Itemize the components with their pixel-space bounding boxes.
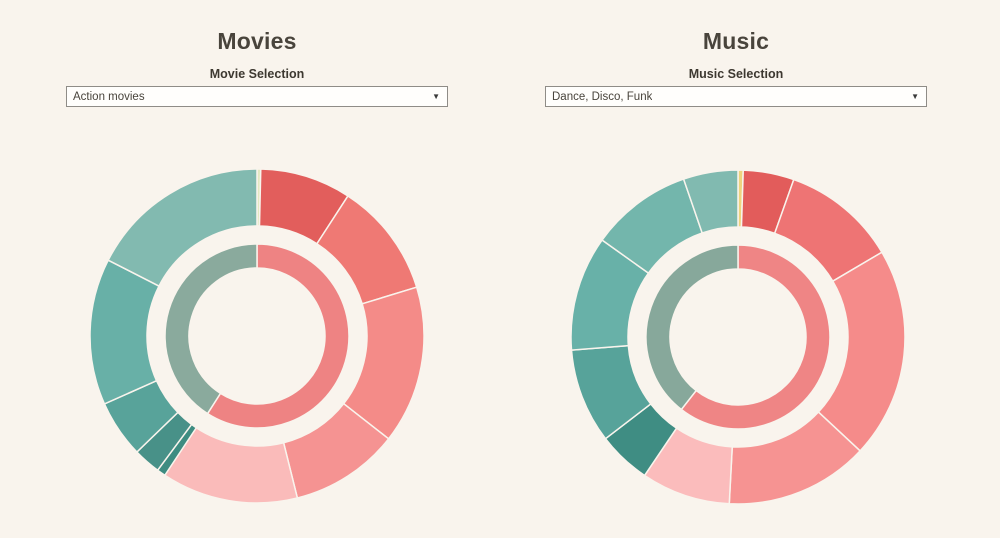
- movie-selection-value: Action movies: [73, 90, 145, 103]
- music-selection-label: Music Selection: [688, 67, 784, 81]
- movies-inner-segment-pink-group[interactable]: [206, 243, 350, 429]
- chevron-down-icon: ▼: [432, 91, 440, 101]
- music-panel: Music Music Selection Dance, Disco, Funk…: [545, 28, 927, 107]
- movies-outer-segment-teal-b[interactable]: [89, 259, 160, 405]
- movie-selection-dropdown[interactable]: Action movies ▼: [66, 86, 448, 107]
- music-donut-chart: [548, 147, 928, 527]
- music-inner-segment-teal-group[interactable]: [645, 244, 739, 411]
- music-selection-dropdown[interactable]: Dance, Disco, Funk ▼: [545, 86, 927, 107]
- movies-inner-segment-teal-group[interactable]: [164, 243, 258, 415]
- music-panel-title: Music: [702, 28, 770, 54]
- music-outer-segment-salmon-a[interactable]: [817, 251, 906, 452]
- music-selection-value: Dance, Disco, Funk: [552, 90, 653, 103]
- music-outer-segment-sage-teal[interactable]: [682, 169, 739, 234]
- movies-panel-title: Movies: [217, 28, 297, 54]
- movies-outer-segment-sage-teal[interactable]: [107, 168, 258, 288]
- chevron-down-icon: ▼: [911, 91, 919, 101]
- movie-selection-label: Movie Selection: [209, 67, 305, 81]
- movies-donut-chart: [67, 146, 447, 526]
- movies-sunburst-svg: [89, 168, 425, 504]
- movies-panel: Movies Movie Selection Action movies ▼: [66, 28, 448, 107]
- music-inner-segment-pink-group[interactable]: [680, 244, 831, 430]
- music-sunburst-svg: [570, 169, 906, 505]
